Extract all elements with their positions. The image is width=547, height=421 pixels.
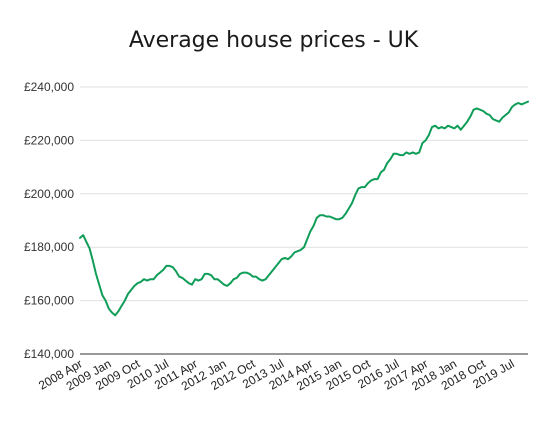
y-tick-label: £220,000 [24, 133, 74, 147]
price-series-line [79, 100, 529, 317]
gridlines [80, 86, 528, 302]
y-tick-label: £140,000 [24, 347, 74, 361]
y-axis-tick-labels: £140,000 £160,000 £180,000 £200,000 £220,000… [24, 80, 74, 361]
y-tick-label: £240,000 [24, 80, 74, 94]
y-tick-label: £180,000 [24, 240, 74, 254]
chart-title: Average house prices - UK [128, 28, 419, 53]
series-layer [79, 100, 529, 317]
y-tick-label: £200,000 [24, 187, 74, 201]
y-tick-label: £160,000 [24, 294, 74, 308]
